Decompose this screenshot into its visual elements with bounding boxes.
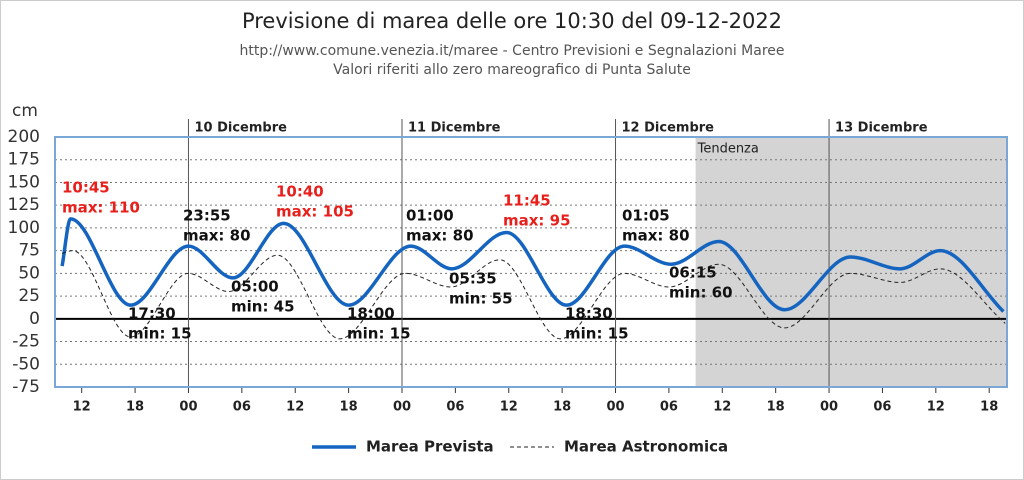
subtitle: Valori riferiti allo zero mareografico d… <box>333 62 691 78</box>
y-tick-label: 25 <box>18 286 40 306</box>
subtitle: http://www.comune.venezia.it/maree - Cen… <box>239 43 784 59</box>
y-tick-label: 75 <box>18 241 40 261</box>
x-tick-label: 12 <box>73 400 91 415</box>
y-tick-label: 175 <box>8 150 40 170</box>
x-tick-label: 12 <box>500 400 518 415</box>
x-tick-label: 12 <box>713 400 731 415</box>
y-tick-label: 50 <box>18 263 40 283</box>
x-tick-label: 18 <box>126 400 144 415</box>
day-label: 13 Dicembre <box>835 121 928 136</box>
annotation: 01:00 <box>406 207 454 225</box>
series-line <box>60 217 1005 313</box>
annotation: 01:05 <box>622 207 670 225</box>
trend-label: Tendenza <box>697 142 759 157</box>
y-tick-label: 125 <box>8 195 40 215</box>
x-tick-label: 18 <box>340 400 358 415</box>
annotation: max: 80 <box>622 227 690 245</box>
annotation: 18:30 <box>565 305 613 323</box>
annotation: min: 15 <box>347 325 411 343</box>
x-tick-label: 06 <box>873 400 891 415</box>
legend-label: Marea Astronomica <box>564 438 728 456</box>
annotation: 05:00 <box>231 278 279 296</box>
series-line <box>61 250 1006 340</box>
annotation: 18:00 <box>347 305 395 323</box>
annotation: 05:35 <box>449 270 497 288</box>
x-tick-label: 18 <box>767 400 785 415</box>
annotation: 10:40 <box>276 183 324 201</box>
annotation: 11:45 <box>503 192 551 210</box>
x-tick-label: 18 <box>553 400 571 415</box>
annotation: min: 45 <box>231 298 295 316</box>
x-tick-label: 00 <box>606 400 624 415</box>
x-tick-label: 12 <box>286 400 304 415</box>
x-tick-label: 06 <box>660 400 678 415</box>
y-tick-label: 150 <box>8 172 40 192</box>
annotation: max: 105 <box>276 203 354 221</box>
trend-region <box>695 137 1007 387</box>
x-tick-label: 06 <box>446 400 464 415</box>
annotation: max: 110 <box>62 199 140 217</box>
day-label: 11 Dicembre <box>408 121 501 136</box>
day-label: 10 Dicembre <box>194 121 287 136</box>
x-tick-label: 06 <box>233 400 251 415</box>
annotation: 23:55 <box>183 207 231 225</box>
annotation: min: 15 <box>565 325 629 343</box>
annotation: 06:15 <box>669 264 717 282</box>
chart-title: Previsione di marea delle ore 10:30 del … <box>242 9 782 33</box>
annotation: max: 80 <box>183 227 251 245</box>
y-tick-label: -75 <box>12 377 40 397</box>
x-tick-label: 00 <box>820 400 838 415</box>
annotation: max: 80 <box>406 227 474 245</box>
y-tick-label: 200 <box>8 127 40 147</box>
x-tick-label: 18 <box>980 400 998 415</box>
annotation: min: 15 <box>128 325 192 343</box>
annotation: min: 55 <box>449 290 513 308</box>
plot-border <box>54 136 1008 388</box>
annotation: 10:45 <box>62 179 110 197</box>
x-tick-label: 12 <box>927 400 945 415</box>
annotation: max: 95 <box>503 212 571 230</box>
x-tick-label: 00 <box>393 400 411 415</box>
annotation: 17:30 <box>128 305 176 323</box>
y-tick-label: 100 <box>8 218 40 238</box>
y-tick-label: -50 <box>12 354 40 374</box>
x-tick-label: 00 <box>179 400 197 415</box>
y-tick-label: 0 <box>29 309 40 329</box>
y-unit: cm <box>12 101 38 121</box>
y-tick-label: -25 <box>12 332 40 352</box>
annotation: min: 60 <box>669 284 733 302</box>
legend-label: Marea Prevista <box>366 438 494 456</box>
day-label: 12 Dicembre <box>622 121 715 136</box>
